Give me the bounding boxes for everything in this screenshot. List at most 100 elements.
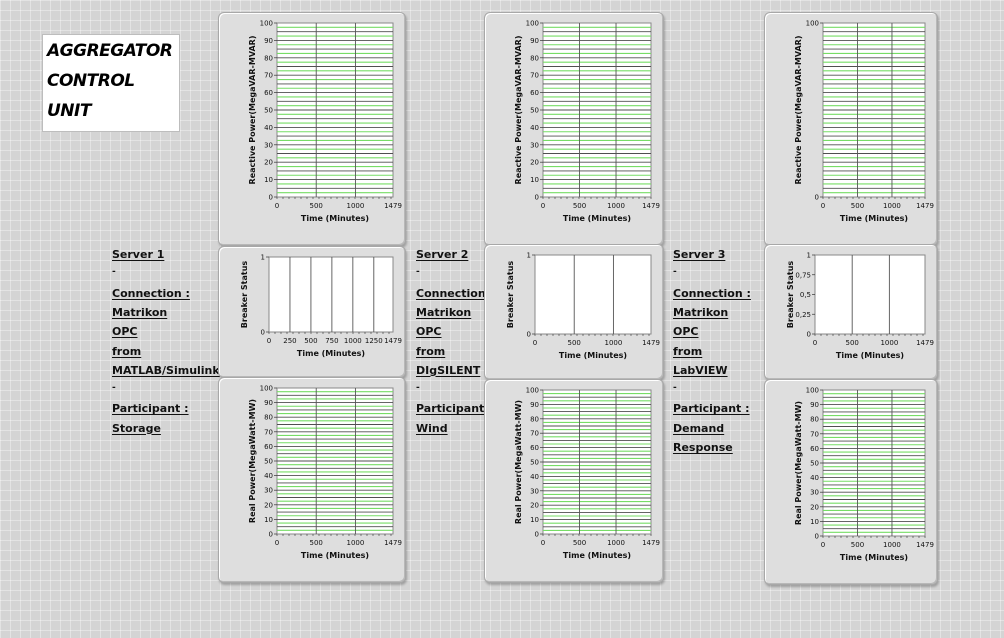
title-line: UNIT (47, 101, 91, 121)
y-tick-label: 100 (260, 20, 273, 28)
y-tick-label: 0,75 (795, 271, 811, 279)
y-tick-label: 60 (530, 444, 539, 452)
server-info-line: Response (673, 441, 733, 454)
x-tick-label: 500 (310, 539, 323, 547)
x-axis-label: Time (Minutes) (301, 551, 369, 560)
separator-dash: - (112, 267, 116, 278)
x-tick-label: 0 (275, 202, 279, 210)
x-tick-label: 1000 (605, 339, 623, 347)
x-tick-label: 1000 (883, 541, 901, 549)
reactive-power-chart-server-2: 0 500 1000 1479 0 10 20 30 40 50 60 70 80 90 100 Time (… (484, 12, 664, 246)
server-info-line: Participant : (112, 402, 189, 416)
y-axis-label: Reactive Power(MegaVAR-MVAR) (248, 36, 257, 185)
y-tick-label: 80 (530, 54, 539, 62)
y-tick-label: 70 (264, 72, 273, 80)
y-axis-label: Reactive Power(MegaVAR-MVAR) (514, 36, 523, 185)
y-tick-label: 1 (807, 252, 811, 260)
y-tick-label: 10 (264, 516, 273, 524)
y-tick-label: 80 (810, 416, 819, 424)
title-line: AGGREGATOR (47, 41, 173, 61)
x-tick-label: 0 (541, 202, 545, 210)
real-power-chart-server-1: 0 500 1000 1479 0 10 20 30 40 50 60 70 80 90 100 Time (… (218, 377, 406, 583)
y-tick-label: 0 (815, 194, 819, 202)
x-tick-label: 500 (845, 339, 858, 347)
y-tick-label: 10 (264, 176, 273, 184)
y-tick-label: 0 (269, 194, 273, 202)
x-tick-label: 750 (325, 337, 338, 345)
y-tick-label: 0 (807, 331, 811, 339)
server-info-line: OPC (416, 325, 442, 339)
y-tick-label: 30 (530, 487, 539, 495)
reactive-power-chart-server-3: 0 500 1000 1479 0 100 Time (Minutes) Reactive P… (764, 12, 938, 246)
s3-real-svg: 0 500 1000 1479 0 10 20 30 40 50 60 70 80 90 100 Time (… (794, 387, 934, 563)
y-tick-label: 50 (810, 460, 819, 468)
y-tick-label: 1 (527, 252, 531, 260)
x-axis-label: Time (Minutes) (301, 214, 369, 223)
server-info-line: OPC (112, 325, 138, 339)
server-info-line: Connection : (416, 286, 494, 300)
y-tick-label: 40 (810, 474, 819, 482)
y-axis-label: Breaker Status (506, 261, 515, 329)
x-axis-label: Time (Minutes) (563, 551, 631, 560)
y-tick-label: 40 (264, 124, 273, 132)
separator-dash: - (416, 383, 420, 394)
y-tick-label: 70 (264, 428, 273, 436)
x-tick-label: 500 (851, 202, 864, 210)
y-tick-label: 20 (530, 159, 539, 167)
y-tick-label: 30 (264, 141, 273, 149)
y-tick-label: 40 (264, 472, 273, 480)
x-tick-label: 0 (275, 539, 279, 547)
x-tick-label: 500 (573, 202, 586, 210)
y-tick-label: 70 (530, 72, 539, 80)
server-info-line: Connection : (112, 286, 190, 300)
x-tick-label: 1479 (916, 339, 934, 347)
server-info-line: Server 3 (673, 248, 726, 261)
separator-dash: - (673, 383, 677, 394)
y-tick-label: 100 (806, 387, 819, 395)
y-tick-label: 100 (260, 385, 273, 393)
y-tick-label: 0 (527, 331, 531, 339)
y-tick-label: 30 (530, 141, 539, 149)
x-tick-label: 1000 (344, 337, 362, 345)
y-tick-label: 100 (526, 387, 539, 395)
x-tick-label: 1000 (607, 202, 625, 210)
x-tick-label: 500 (851, 541, 864, 549)
y-tick-label: 0 (535, 531, 539, 539)
y-tick-label: 80 (264, 414, 273, 422)
y-tick-label: 10 (530, 516, 539, 524)
server-info-line: OPC (673, 325, 699, 339)
x-tick-label: 0 (821, 541, 825, 549)
x-axis-label: Time (Minutes) (563, 214, 631, 223)
y-tick-label: 0,25 (795, 311, 811, 319)
y-tick-label: 90 (530, 37, 539, 45)
server-info-line: Connection : (673, 286, 751, 300)
separator-dash: - (416, 267, 420, 278)
x-tick-label: 1000 (347, 202, 365, 210)
separator-dash: - (112, 383, 116, 394)
server-info-line: LabVIEW (673, 363, 728, 377)
y-tick-label: 50 (264, 458, 273, 466)
breaker-status-chart-server-2: 0 500 1000 1479 0 1 Time (Minutes) Breaker Stat… (484, 244, 664, 380)
y-tick-label: 90 (810, 401, 819, 409)
y-tick-label: 100 (526, 20, 539, 28)
x-tick-label: 1479 (384, 202, 402, 210)
s3-reactive-svg: 0 500 1000 1479 0 100 Time (Minutes) Reactive P… (794, 20, 934, 224)
x-tick-label: 0 (533, 339, 537, 347)
title-line: CONTROL (47, 71, 135, 91)
y-tick-label: 0 (269, 531, 273, 539)
breaker-status-chart-server-3: 0 500 1000 1479 0 0,25 0,5 0,75 1 Time (Minutes) B… (764, 244, 938, 380)
y-tick-label: 70 (810, 430, 819, 438)
y-tick-label: 20 (810, 503, 819, 511)
y-tick-label: 80 (530, 415, 539, 423)
x-axis-label: Time (Minutes) (297, 349, 365, 358)
y-tick-label: 50 (264, 107, 273, 115)
y-axis-label: Real Power(MegaWatt-MW) (514, 400, 523, 524)
y-tick-label: 0,5 (800, 291, 811, 299)
server-info-line: Matrikon (673, 305, 729, 319)
y-tick-label: 90 (530, 401, 539, 409)
y-tick-label: 20 (530, 502, 539, 510)
s1-real-svg: 0 500 1000 1479 0 10 20 30 40 50 60 70 80 90 100 Time (… (248, 385, 402, 561)
y-tick-label: 10 (530, 176, 539, 184)
y-axis-label: Reactive Power(MegaVAR-MVAR) (794, 36, 803, 185)
y-axis-label: Real Power(MegaWatt-MW) (248, 399, 257, 523)
